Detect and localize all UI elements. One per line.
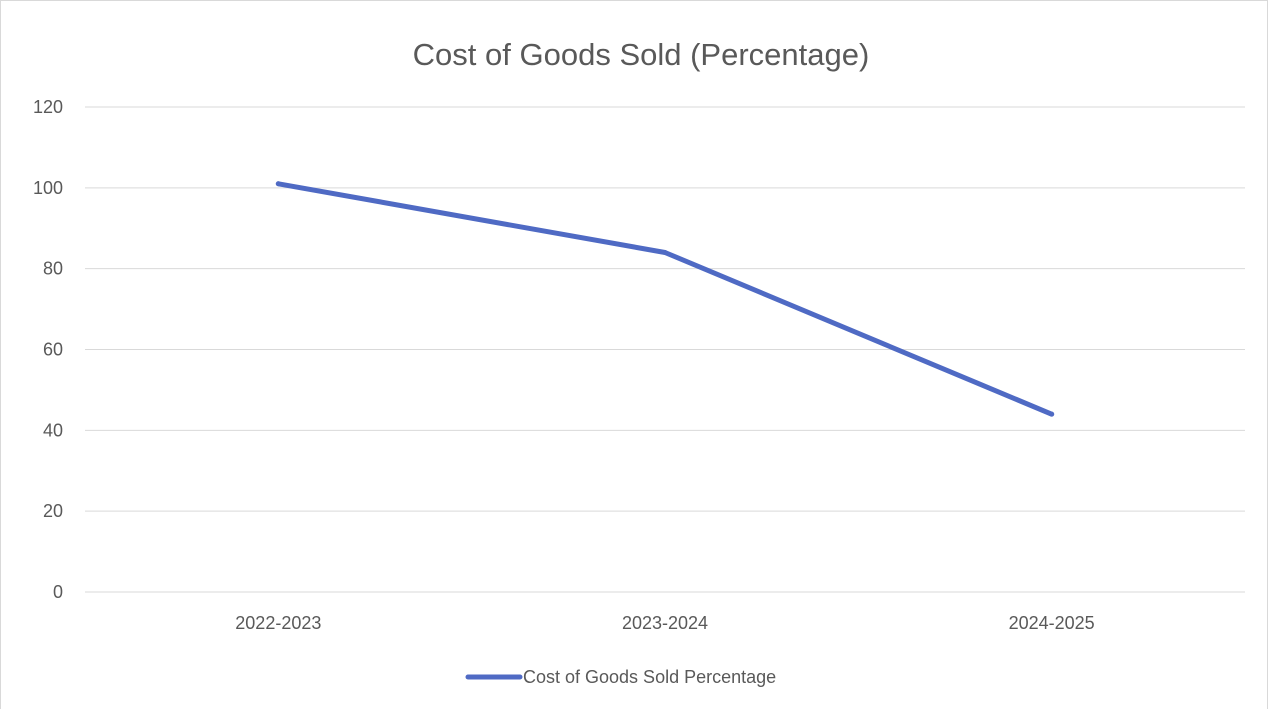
chart-title: Cost of Goods Sold (Percentage) xyxy=(413,37,870,72)
data-point-2024-2025 xyxy=(1049,411,1055,417)
legend-label-cogs-percentage: Cost of Goods Sold Percentage xyxy=(523,667,776,687)
y-tick-label-20: 20 xyxy=(43,501,63,521)
y-tick-label-0: 0 xyxy=(53,582,63,602)
series-lines xyxy=(275,181,1055,417)
data-point-2023-2024 xyxy=(662,250,668,255)
y-axis: 0 20 40 60 80 100 120 xyxy=(33,97,63,602)
data-point-2022-2023 xyxy=(275,181,281,187)
x-axis: 2022-2023 2023-2024 2024-2025 xyxy=(235,613,1094,633)
y-tick-label-80: 80 xyxy=(43,259,63,279)
y-tick-label-40: 40 xyxy=(43,420,63,440)
y-tick-label-100: 100 xyxy=(33,178,63,198)
x-tick-label-2022-2023: 2022-2023 xyxy=(235,613,321,633)
series-line-0 xyxy=(275,181,1055,417)
gridlines xyxy=(85,106,1245,593)
y-tick-label-60: 60 xyxy=(43,340,63,360)
x-tick-label-2023-2024: 2023-2024 xyxy=(622,613,708,633)
y-tick-label-120: 120 xyxy=(33,97,63,117)
x-tick-label-2024-2025: 2024-2025 xyxy=(1009,613,1095,633)
legend: Cost of Goods Sold Percentage xyxy=(465,667,776,687)
